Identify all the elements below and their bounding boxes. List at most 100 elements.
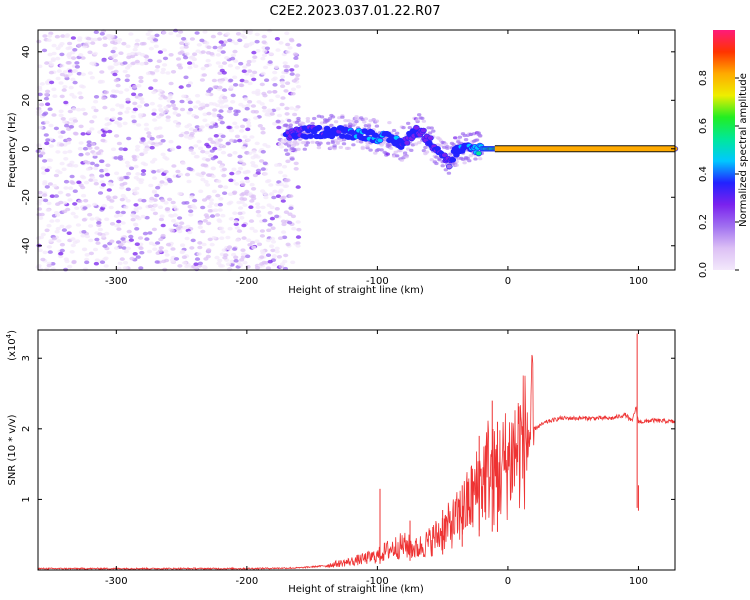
- noise-blob: [239, 83, 245, 88]
- signal-halo: [395, 154, 400, 158]
- noise-blob: [192, 128, 198, 133]
- signal-halo: [286, 119, 292, 123]
- noise-blob: [198, 128, 204, 133]
- noise-blob: [204, 215, 210, 219]
- snr-y-ticks: 1 2 3: [21, 355, 675, 503]
- noise-blob: [119, 182, 125, 187]
- noise-blob: [163, 201, 169, 205]
- signal-halo: [301, 121, 306, 126]
- noise-blob: [234, 182, 240, 186]
- noise-blob: [103, 90, 109, 95]
- noise-blob: [125, 74, 131, 78]
- snr-scale-prefix: (x10: [7, 338, 18, 361]
- signal-point: [475, 150, 483, 157]
- noise-blob: [285, 159, 291, 164]
- signal-halo: [406, 121, 411, 125]
- noise-blob: [251, 90, 257, 95]
- noise-blob: [272, 90, 278, 94]
- signal-halo: [437, 158, 442, 162]
- noise-blob: [211, 78, 217, 83]
- noise-blob: [293, 107, 299, 112]
- noise-blob: [110, 147, 117, 152]
- signal-halo: [462, 133, 467, 138]
- noise-blob: [84, 257, 90, 262]
- noise-blob: [78, 141, 84, 145]
- chart-title: C2E2.2023.037.01.22.R07: [269, 4, 440, 19]
- noise-blob: [55, 150, 61, 154]
- noise-blob: [271, 195, 277, 200]
- noise-blob: [43, 96, 50, 101]
- noise-blob: [186, 83, 192, 88]
- noise-blob: [266, 108, 272, 112]
- noise-blob: [261, 40, 267, 44]
- noise-blob: [53, 173, 60, 178]
- noise-blob: [47, 34, 53, 38]
- noise-blob: [144, 147, 150, 152]
- noise-blob: [161, 259, 167, 264]
- noise-blob: [280, 96, 286, 100]
- noise-blob: [81, 218, 87, 222]
- noise-blob: [245, 62, 251, 67]
- noise-blob: [123, 205, 129, 209]
- noise-blob: [120, 210, 126, 215]
- noise-blob: [255, 49, 261, 53]
- noise-blob: [51, 43, 57, 48]
- noise-blob: [116, 219, 122, 224]
- noise-blob: [136, 216, 142, 221]
- noise-blob: [233, 83, 239, 87]
- noise-blob: [208, 154, 214, 158]
- noise-blob: [175, 124, 181, 128]
- noise-blob: [197, 225, 203, 230]
- noise-blob: [43, 92, 50, 97]
- noise-blob: [219, 226, 225, 231]
- noise-blob: [64, 33, 71, 37]
- noise-blob: [255, 202, 261, 206]
- noise-blob: [44, 61, 50, 65]
- noise-blob: [285, 50, 291, 54]
- noise-blob: [59, 72, 65, 77]
- noise-blob: [204, 103, 210, 108]
- noise-blob: [94, 163, 100, 168]
- noise-blob: [269, 216, 275, 221]
- noise-blob: [242, 65, 248, 69]
- noise-blob: [228, 128, 235, 133]
- noise-blob: [148, 183, 154, 188]
- noise-blob: [97, 191, 104, 195]
- noise-blob: [155, 185, 161, 190]
- noise-blob: [68, 125, 75, 129]
- noise-blob: [62, 150, 68, 155]
- noise-blob: [278, 41, 284, 45]
- noise-blob: [122, 69, 128, 74]
- noise-blob: [291, 79, 297, 83]
- noise-blob: [58, 109, 64, 114]
- spectrum-y-tick-label: -20: [21, 189, 32, 205]
- noise-blob: [284, 31, 290, 36]
- noise-blob: [228, 178, 234, 183]
- noise-blob: [113, 62, 119, 67]
- noise-blob: [38, 216, 44, 220]
- noise-blob: [283, 210, 289, 214]
- noise-blob: [279, 262, 286, 266]
- noise-blob: [178, 133, 184, 138]
- noise-blob: [172, 213, 178, 217]
- noise-blob: [260, 71, 266, 76]
- noise-blob: [272, 70, 278, 75]
- signal-halo: [420, 116, 425, 120]
- signal-halo: [286, 144, 292, 148]
- noise-blob: [234, 226, 240, 230]
- noise-blob: [88, 251, 94, 256]
- noise-blob: [202, 118, 208, 123]
- noise-blob: [54, 229, 60, 234]
- noise-blob: [197, 241, 203, 245]
- noise-blob: [87, 212, 93, 217]
- noise-blob: [287, 212, 293, 216]
- noise-blob: [192, 52, 198, 56]
- noise-blob: [160, 233, 166, 238]
- noise-blob: [96, 223, 102, 228]
- noise-blob: [279, 119, 285, 124]
- snr-scale-exponent: 4: [5, 333, 13, 338]
- noise-blob: [67, 46, 73, 50]
- noise-blob: [275, 119, 281, 124]
- noise-blob: [134, 59, 140, 64]
- noise-blob: [193, 144, 199, 148]
